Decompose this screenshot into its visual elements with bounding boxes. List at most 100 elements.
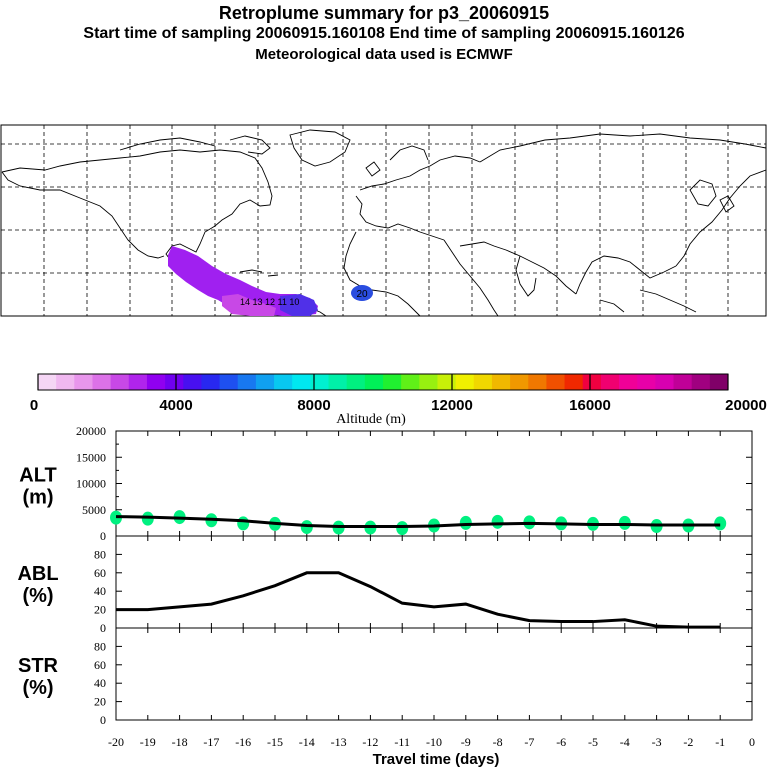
scatter-point bbox=[618, 515, 631, 530]
colorbar-swatch bbox=[455, 374, 475, 390]
x-tick-label: -1 bbox=[715, 735, 725, 749]
y-tick-label: 5000 bbox=[82, 503, 106, 517]
colorbar-swatch bbox=[92, 374, 112, 390]
y-tick-label: 20 bbox=[94, 695, 106, 709]
colorbar-swatch bbox=[364, 374, 384, 390]
panel-abl: 0 20 40 60 80 ABL(%) bbox=[17, 535, 753, 635]
colorbar-swatch bbox=[237, 374, 257, 390]
y-axis-unit: (%) bbox=[22, 677, 53, 699]
colorbar-swatch bbox=[310, 374, 330, 390]
altitude-colorbar: 0 4000 8000 12000 16000 20000 bbox=[30, 373, 767, 414]
scatter-point bbox=[491, 514, 504, 529]
plume-day-labels: 14 13 12 11 10 bbox=[240, 297, 299, 307]
series-line bbox=[115, 515, 721, 529]
panel-frame bbox=[115, 535, 753, 629]
colorbar-swatch bbox=[691, 374, 711, 390]
colorbar-swatch bbox=[491, 374, 511, 390]
colorbar-swatch bbox=[219, 374, 239, 390]
x-tick-label: -13 bbox=[331, 735, 347, 749]
colorbar-tick-label: 16000 bbox=[569, 397, 611, 414]
colorbar-swatch bbox=[582, 374, 602, 390]
colorbar-swatch bbox=[637, 374, 656, 390]
plume: 20 14 13 12 11 10 bbox=[168, 246, 373, 316]
colorbar-swatch bbox=[564, 374, 584, 390]
colorbar-swatch bbox=[528, 374, 547, 390]
x-axis-label: Travel time (days) bbox=[373, 751, 500, 768]
colorbar-tick-label: 12000 bbox=[431, 397, 473, 414]
panel-frame bbox=[115, 627, 753, 721]
colorbar-swatch bbox=[419, 374, 438, 390]
chart-title: Retroplume summary for p3_20060915 bbox=[218, 3, 550, 23]
colorbar-swatch bbox=[546, 374, 566, 390]
colorbar-swatch bbox=[473, 374, 493, 390]
x-tick-label: -15 bbox=[267, 735, 283, 749]
plume-origin-label: 20 bbox=[356, 289, 368, 300]
world-map: 20 14 13 12 11 10 bbox=[0, 124, 767, 317]
y-axis-label: ABL bbox=[17, 563, 58, 585]
colorbar-swatch bbox=[165, 374, 184, 390]
y-tick-label: 0 bbox=[100, 621, 106, 635]
colorbar-tick-label: 4000 bbox=[159, 397, 192, 414]
y-tick-label: 20 bbox=[94, 603, 106, 617]
plume-region-low bbox=[222, 294, 276, 316]
colorbar-label: Altitude (m) bbox=[336, 412, 406, 427]
y-axis-label: STR bbox=[18, 655, 59, 677]
y-tick-label: 60 bbox=[94, 658, 106, 672]
y-tick-label: 60 bbox=[94, 566, 106, 580]
colorbar-swatch bbox=[673, 374, 693, 390]
x-tick-label: -6 bbox=[556, 735, 566, 749]
x-tick-label: -19 bbox=[140, 735, 156, 749]
x-tick-label: -16 bbox=[235, 735, 251, 749]
x-tick-label: -14 bbox=[299, 735, 315, 749]
colorbar-swatch bbox=[655, 374, 675, 390]
x-tick-label: -17 bbox=[203, 735, 219, 749]
colorbar-swatch bbox=[437, 374, 457, 390]
colorbar-swatch bbox=[401, 374, 420, 390]
colorbar-swatch bbox=[709, 374, 729, 390]
x-tick-label: -5 bbox=[588, 735, 598, 749]
colorbar-swatch bbox=[600, 374, 620, 390]
y-tick-label: 0 bbox=[100, 713, 106, 727]
colorbar-tick-label: 20000 bbox=[725, 397, 767, 414]
y-axis-unit: (m) bbox=[22, 487, 53, 509]
panel-alt: 0 5000 10000 15000 20000 ALT(m) bbox=[19, 424, 753, 543]
y-axis-unit: (%) bbox=[22, 585, 53, 607]
x-tick-label: 0 bbox=[749, 735, 755, 749]
x-tick-label: -7 bbox=[524, 735, 534, 749]
colorbar-swatch bbox=[346, 374, 366, 390]
x-tick-label: -2 bbox=[683, 735, 693, 749]
colorbar-swatch bbox=[619, 374, 638, 390]
colorbar-swatch bbox=[274, 374, 293, 390]
x-tick-label: -8 bbox=[493, 735, 503, 749]
colorbar-swatch bbox=[146, 374, 166, 390]
scatter-point bbox=[141, 511, 154, 526]
scatter-point bbox=[237, 516, 250, 531]
colorbar-swatch bbox=[56, 374, 75, 390]
series-line bbox=[116, 571, 721, 629]
x-tick-label: -9 bbox=[461, 735, 471, 749]
y-tick-label: 80 bbox=[94, 639, 106, 653]
y-axis-label: ALT bbox=[19, 465, 56, 487]
x-tick-label: -20 bbox=[108, 735, 124, 749]
scatter-point bbox=[396, 521, 409, 536]
colorbar-swatch bbox=[183, 374, 202, 390]
time-series-panels: 05000100001500020000ALT(m)020406080ABL(%… bbox=[17, 424, 755, 749]
coastlines bbox=[1, 129, 767, 317]
x-tick-label: -12 bbox=[362, 735, 378, 749]
colorbar-swatch bbox=[201, 374, 221, 390]
colorbar-swatch bbox=[74, 374, 93, 390]
colorbar-swatch bbox=[510, 374, 529, 390]
map-gridlines bbox=[1, 125, 766, 316]
y-tick-label: 20000 bbox=[76, 424, 106, 438]
colorbar-swatch bbox=[292, 374, 311, 390]
plume-region-upper bbox=[280, 294, 318, 316]
colorbar-swatch bbox=[110, 374, 130, 390]
y-tick-label: 40 bbox=[94, 584, 106, 598]
x-tick-label: -3 bbox=[652, 735, 662, 749]
colorbar-swatch bbox=[255, 374, 275, 390]
x-tick-label: -4 bbox=[620, 735, 630, 749]
x-tick-label: -10 bbox=[426, 735, 442, 749]
scatter-point bbox=[714, 516, 727, 531]
scatter-point bbox=[459, 515, 472, 530]
